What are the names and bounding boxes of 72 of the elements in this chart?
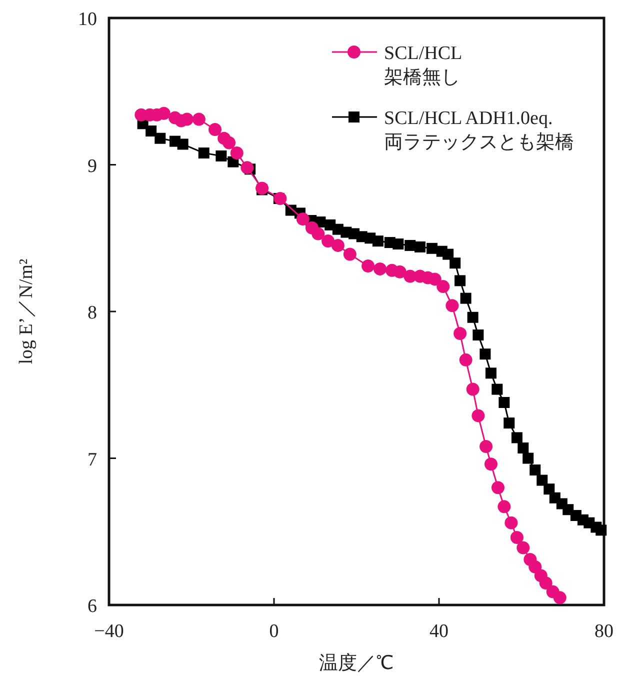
- point: [484, 458, 498, 471]
- legend-label: SCL/HCL 架橋無し: [384, 43, 462, 88]
- point: [491, 481, 504, 494]
- y-tick-label: 8: [88, 302, 97, 324]
- point: [372, 236, 384, 247]
- point: [146, 125, 157, 136]
- point: [498, 396, 510, 408]
- point: [518, 442, 529, 454]
- point: [404, 240, 416, 251]
- point: [392, 238, 404, 250]
- point: [530, 464, 541, 476]
- point: [240, 161, 254, 174]
- point: [539, 576, 552, 590]
- y-tick-label: 6: [88, 596, 97, 617]
- point: [450, 258, 461, 269]
- point: [460, 292, 472, 304]
- point: [436, 280, 450, 294]
- x-tick-label: −40: [94, 621, 124, 642]
- point: [516, 541, 530, 554]
- point: [544, 484, 555, 495]
- point: [553, 591, 566, 604]
- point: [393, 265, 406, 278]
- point: [274, 192, 287, 206]
- point: [446, 299, 459, 312]
- point: [511, 432, 522, 444]
- point: [596, 524, 607, 536]
- point: [466, 382, 480, 396]
- point: [498, 500, 511, 514]
- point: [510, 530, 524, 544]
- point: [504, 418, 515, 429]
- point: [362, 260, 375, 273]
- point: [296, 212, 310, 226]
- point: [522, 452, 534, 464]
- point: [198, 148, 210, 159]
- point: [504, 516, 518, 530]
- point: [312, 227, 325, 240]
- point: [472, 409, 485, 422]
- point: [322, 234, 335, 248]
- x-tick-label: 0: [269, 621, 279, 642]
- point: [177, 138, 188, 150]
- point: [222, 136, 236, 150]
- point: [536, 474, 548, 486]
- point: [216, 150, 227, 162]
- point: [426, 242, 438, 254]
- point: [480, 348, 491, 360]
- point: [492, 384, 503, 395]
- point: [414, 241, 426, 252]
- point: [154, 132, 166, 144]
- point: [208, 123, 222, 136]
- legend-label: SCL/HCL ADH1.0eq. 両ラテックスとも架橋: [384, 108, 574, 153]
- point: [343, 248, 356, 261]
- point: [157, 106, 170, 120]
- point: [428, 272, 442, 286]
- point: [485, 368, 496, 379]
- y-tick-label: 10: [78, 9, 97, 30]
- point: [230, 146, 244, 160]
- y-tick-label: 9: [88, 156, 97, 177]
- point: [467, 312, 478, 323]
- point: [459, 353, 472, 366]
- x-tick-label: 80: [594, 621, 614, 642]
- point: [480, 440, 493, 454]
- point: [454, 327, 467, 340]
- x-tick-label: 40: [430, 621, 448, 642]
- y-axis-title: log E’／N/m²: [16, 258, 37, 364]
- y-tick-label: 7: [88, 449, 97, 470]
- point: [472, 329, 484, 340]
- point: [454, 275, 466, 286]
- point: [331, 238, 344, 252]
- point: [374, 262, 387, 276]
- point: [442, 248, 454, 260]
- point: [192, 112, 206, 126]
- x-axis-title: 温度／℃: [319, 652, 394, 674]
